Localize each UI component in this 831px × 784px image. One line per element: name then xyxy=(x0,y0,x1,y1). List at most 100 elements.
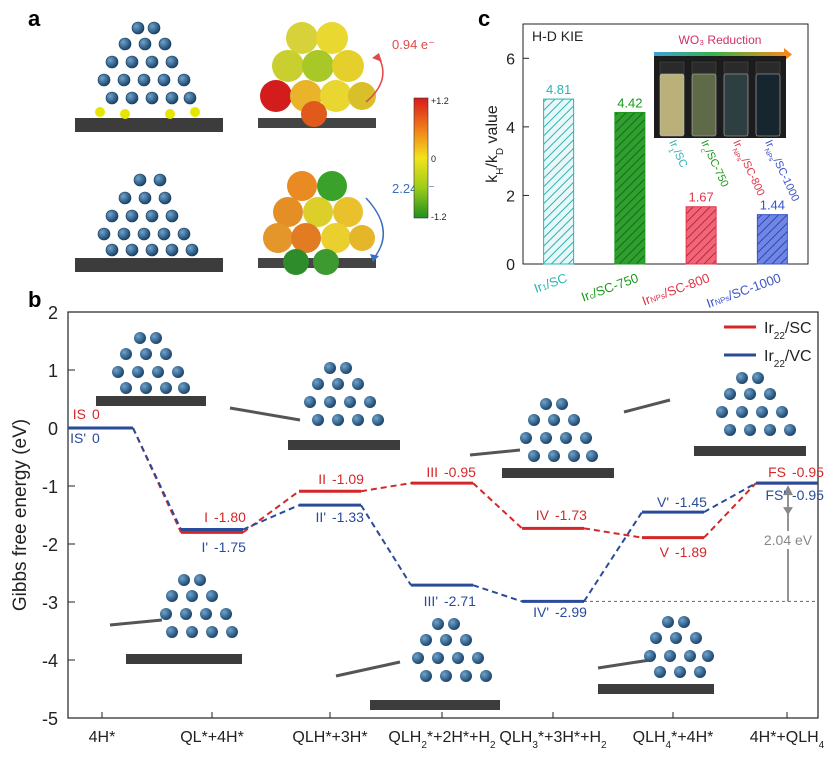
y-tick-label-b: -4 xyxy=(42,651,58,671)
vc-state-value: -1.33 xyxy=(332,509,364,525)
vc-connector xyxy=(703,482,757,513)
y-tick-label-c: 6 xyxy=(506,51,515,68)
sc-state-label: FS xyxy=(768,464,786,480)
legend-b: Ir22/SC Ir22/VC xyxy=(724,320,812,370)
energy-gap-label-bg xyxy=(764,531,812,549)
vial-label: IrNPs/SC-800 xyxy=(728,138,767,199)
sc-connector xyxy=(132,427,182,533)
y-tick-label-b: -1 xyxy=(42,477,58,497)
vial-cap xyxy=(755,61,781,75)
structure-fs xyxy=(623,372,806,456)
sc-state-value: -1.89 xyxy=(675,544,707,560)
y-tick-label-b: 2 xyxy=(48,303,58,323)
y-tick-label-c: 4 xyxy=(506,120,515,137)
charge-top: 0.94 e⁻ xyxy=(392,37,435,52)
x-tick-label-b: QLH3*+3H*+H2 xyxy=(499,729,607,751)
vc-connector xyxy=(583,511,643,602)
colorbar-min: -1.2 xyxy=(431,212,447,222)
free-energy-diagram: 2 1 0 -1 -2 -3 -4 -5 Gibbs free energy (eV) 4H* QL… xyxy=(10,303,825,751)
sc-connector xyxy=(703,482,757,539)
charge-map-sc xyxy=(258,22,376,128)
y-tick-label-b: -3 xyxy=(42,593,58,613)
energy-gap-arrow-head-down xyxy=(783,507,793,516)
vc-connector xyxy=(132,427,182,530)
bar-value-label: 1.44 xyxy=(760,198,785,213)
vc-state-value: -1.45 xyxy=(675,494,707,510)
legend-label: Ir22/VC xyxy=(764,348,812,370)
bar-2 xyxy=(614,111,646,265)
bar-value-label: 4.42 xyxy=(617,95,642,110)
vc-state-value: -2.99 xyxy=(555,604,587,620)
colorbar-mid: 0 xyxy=(431,154,436,164)
vial-cap xyxy=(691,61,717,75)
vc-state-label: IS' xyxy=(70,430,86,446)
vial-label: Irc/SC-750 xyxy=(696,138,731,190)
x-tick-label-b: 4H*+QLH4 xyxy=(750,729,825,751)
sc-state-label: IV xyxy=(536,507,550,523)
sc-state-label: II xyxy=(318,471,326,487)
vc-state-label: III' xyxy=(424,593,438,609)
sc-state-value: -1.09 xyxy=(332,471,364,487)
x-tick-label-c: Ir1/SC xyxy=(532,270,569,296)
x-tick-label-b: QLH2*+2H*+H2 xyxy=(388,729,496,751)
vc-state-label: II' xyxy=(316,509,326,525)
charge-arrow-bottom-head xyxy=(370,254,379,262)
cluster-structure-vc xyxy=(75,173,223,272)
colorbar xyxy=(413,97,429,219)
bar-value-label: 4.81 xyxy=(546,82,571,97)
structure-iv xyxy=(469,398,614,478)
cluster-structure-sc xyxy=(75,21,223,132)
vc-state-label: I' xyxy=(201,539,208,555)
y-axis-label-c: kH/kD value xyxy=(484,105,506,183)
sc-connector xyxy=(472,482,523,530)
sc-connector xyxy=(583,527,643,539)
panel-label-b: b xyxy=(28,287,41,312)
panel-label-c: c xyxy=(478,6,490,31)
legend-label: Ir22/SC xyxy=(764,320,812,342)
x-tick-label-c: Irc/SC-750 xyxy=(579,270,640,304)
vial-cap xyxy=(659,61,685,75)
vial xyxy=(691,73,717,137)
y-tick-label-b: 1 xyxy=(48,361,58,381)
vc-state-label: V' xyxy=(657,494,669,510)
colorbar-max: +1.2 xyxy=(431,96,449,106)
sc-state-value: -0.95 xyxy=(444,464,476,480)
vc-state-value: -2.71 xyxy=(444,593,476,609)
sc-state-label: IS xyxy=(73,406,86,422)
x-tick-label-b: QLH4*+4H* xyxy=(633,729,714,751)
sc-state-label: V xyxy=(660,544,670,560)
vial-label: Ir1/SC xyxy=(664,138,689,170)
energy-gap-arrow-head-up xyxy=(783,485,793,496)
charge-arrow-top-head xyxy=(372,53,382,62)
plot-frame-c xyxy=(522,23,809,265)
x-tick-label-b: QL*+4H* xyxy=(180,729,244,746)
chart-title-c: H-D KIE xyxy=(532,28,583,44)
vial xyxy=(755,73,781,137)
vial-cap xyxy=(723,61,749,75)
sc-connector xyxy=(360,482,412,493)
vc-state-label: FS' xyxy=(765,487,786,503)
vc-connector xyxy=(472,584,523,603)
x-tick-label-b: 4H* xyxy=(89,729,116,746)
structure-ii xyxy=(229,362,400,450)
vc-connector xyxy=(242,504,300,531)
structure-v xyxy=(597,616,714,694)
vc-state-value: -0.95 xyxy=(792,487,824,503)
kie-bar-chart: 0 2 4 6 kH/kD value H-D KIE 4.81 Ir1/SC 4.42 Irc/… xyxy=(484,23,809,311)
panel-a: 0.94 e⁻ 2.24 e⁻ +1.2 0 -1.2 xyxy=(75,21,449,275)
vc-connector xyxy=(360,504,412,586)
structure-i xyxy=(109,574,242,664)
panel-b-structures xyxy=(96,332,806,710)
energy-gap-label: 2.04 eV xyxy=(764,532,813,548)
sc-state-label: III xyxy=(426,464,438,480)
inset-gradient-arrow xyxy=(654,52,784,57)
inset-title: WO₃ Reduction xyxy=(679,33,762,47)
sc-state-label: I xyxy=(204,509,208,525)
vial xyxy=(659,73,685,137)
y-tick-label-b: -5 xyxy=(42,709,58,729)
vial xyxy=(723,73,749,137)
charge-bottom: 2.24 e⁻ xyxy=(392,181,435,196)
panel-label-a: a xyxy=(28,6,41,31)
sc-state-value: -0.95 xyxy=(792,464,824,480)
